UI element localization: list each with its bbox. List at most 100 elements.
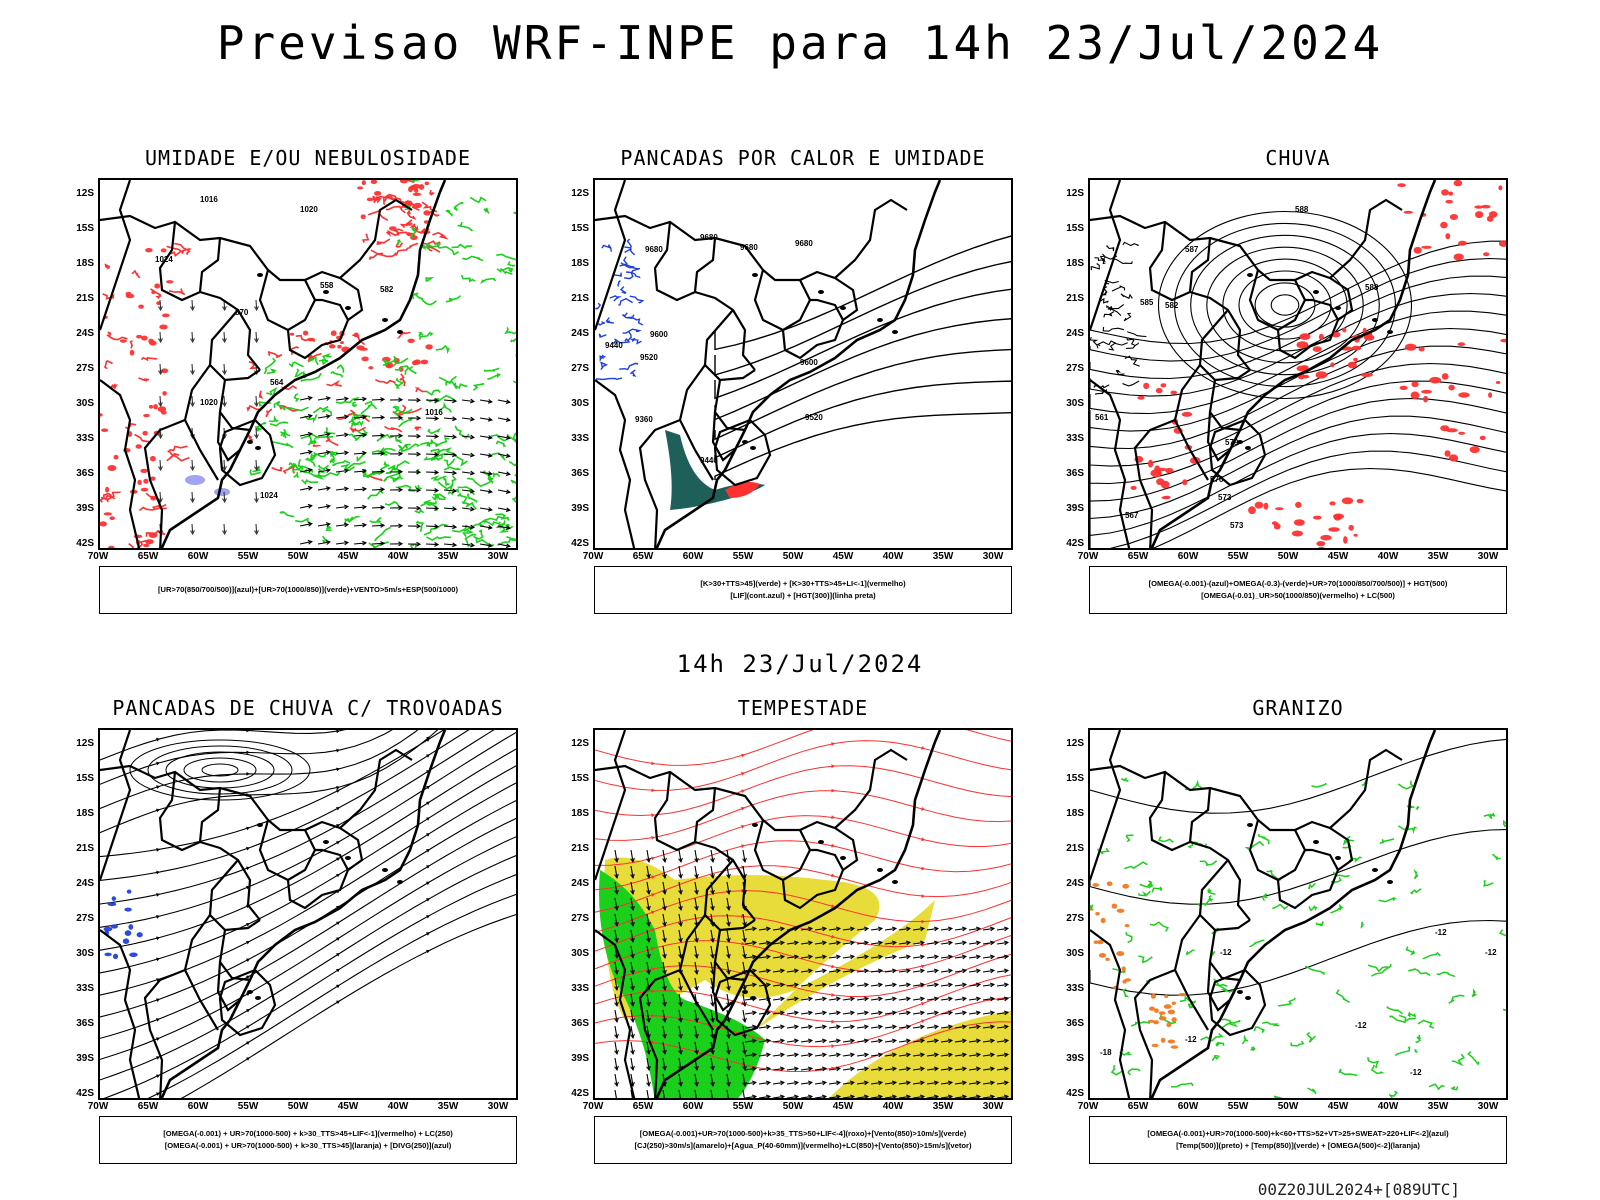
lon-tick-label: 50W: [782, 1101, 804, 1112]
lat-tick-label: 42S: [1066, 538, 1084, 549]
lat-tick-label: 18S: [571, 808, 589, 819]
lon-tick-label: 55W: [1227, 1101, 1249, 1112]
contour-label: 579: [1225, 438, 1239, 447]
contour-label: 582: [1165, 301, 1179, 310]
lon-tick-label: 55W: [732, 1101, 754, 1112]
map-panel: 9680 9680 9680 9680 9600 9440 9520 9360 9440 9600…: [593, 178, 1013, 550]
lat-tick-label: 15S: [76, 223, 94, 234]
contour-labels: 1016 1020 1024 570 564 558 582 1016 1020 1024: [155, 195, 443, 500]
panel-legend: [OMEGA(-0.001)+UR>70(1000-500)+k<60+TTS>…: [1089, 1116, 1507, 1164]
lon-tick-label: 45W: [337, 1101, 359, 1112]
legend-line: [OMEGA(-0.001) + UR>70(1000-500) + k>30_…: [164, 1141, 452, 1150]
contour-label: 588: [1365, 283, 1379, 292]
lat-tick-label: 42S: [571, 538, 589, 549]
lat-tick-label: 21S: [76, 843, 94, 854]
lon-tick-label: 70W: [87, 551, 109, 562]
lon-tick-label: 60W: [682, 1101, 704, 1112]
red-lc850-streamlines: [595, 730, 1011, 1072]
legend-line: [OMEGA(-0.001)-(azul)+OMEGA(-0.3)-(verde…: [1148, 579, 1448, 588]
lat-tick-label: 30S: [76, 398, 94, 409]
lat-tick-label: 15S: [1066, 223, 1084, 234]
lon-tick-label: 50W: [1277, 551, 1299, 562]
panel-legend: [OMEGA(-0.001)+UR>70(1000-500)+k>35_TTS>…: [594, 1116, 1012, 1164]
contour-label: 1020: [300, 205, 318, 214]
lat-tick-label: 39S: [1066, 503, 1084, 514]
lon-tick-label: 65W: [632, 1101, 654, 1112]
contour-label: 567: [1125, 511, 1139, 520]
panel-title: PANCADAS POR CALOR E UMIDADE: [620, 146, 986, 170]
base-map-outline: [595, 180, 942, 548]
lat-tick-label: 42S: [76, 538, 94, 549]
lat-tick-label: 24S: [1066, 328, 1084, 339]
lat-tick-label: 39S: [571, 1053, 589, 1064]
lat-tick-label: 30S: [76, 948, 94, 959]
lat-tick-label: 33S: [76, 983, 94, 994]
lon-tick-label: 40W: [882, 551, 904, 562]
blue-humidity-area: [185, 475, 205, 485]
lon-tick-label: 65W: [1127, 1101, 1149, 1112]
temp500-contours: [1090, 738, 1506, 996]
lon-tick-label: 65W: [137, 551, 159, 562]
contour-label: 576: [1210, 475, 1224, 484]
lon-tick-label: 50W: [1277, 1101, 1299, 1112]
lat-tick-label: 27S: [76, 913, 94, 924]
contour-label: 1016: [425, 408, 443, 417]
contour-label: 585: [1140, 298, 1154, 307]
lon-tick-label: 40W: [1377, 551, 1399, 562]
lon-tick-label: 65W: [137, 1101, 159, 1112]
lat-tick-label: 12S: [1066, 188, 1084, 199]
lon-tick-label: 65W: [1127, 551, 1149, 562]
lon-tick-label: 55W: [237, 1101, 259, 1112]
lat-tick-label: 36S: [76, 468, 94, 479]
contour-label: -12: [1435, 928, 1447, 937]
lat-tick-label: 39S: [76, 1053, 94, 1064]
yellow-jet-area: [604, 857, 880, 1020]
lat-tick-label: 27S: [571, 363, 589, 374]
wind850-vectors: [744, 926, 1011, 1098]
lon-tick-label: 40W: [882, 1101, 904, 1112]
map-panel: [98, 728, 518, 1100]
lat-tick-label: 18S: [1066, 258, 1084, 269]
lat-tick-label: 21S: [1066, 293, 1084, 304]
map-panel: [593, 728, 1013, 1100]
lon-tick-label: 35W: [1427, 551, 1449, 562]
lat-tick-label: 24S: [571, 878, 589, 889]
lat-tick-label: 36S: [1066, 1018, 1084, 1029]
contour-label: 558: [320, 281, 334, 290]
lat-tick-label: 36S: [1066, 468, 1084, 479]
lat-tick-label: 39S: [571, 503, 589, 514]
red-moist-areas: [100, 180, 433, 548]
lon-tick-label: 30W: [982, 551, 1004, 562]
contour-label: -12: [1485, 948, 1497, 957]
run-info: 00Z20JUL2024+[089UTC]: [1257, 1180, 1460, 1199]
contour-label: 9520: [805, 413, 823, 422]
contour-label: -12: [1410, 1068, 1422, 1077]
green-wind-area: [599, 870, 765, 1098]
lon-tick-label: 40W: [1377, 1101, 1399, 1112]
lon-tick-label: 35W: [1427, 1101, 1449, 1112]
legend-line: [OMEGA(-0.01)_UR>50(1000/850)(vermelho) …: [1201, 591, 1395, 600]
lat-tick-label: 18S: [76, 258, 94, 269]
lat-tick-label: 27S: [1066, 363, 1084, 374]
yellow-jet-south: [829, 1010, 1011, 1098]
lon-tick-label: 50W: [287, 1101, 309, 1112]
contour-label: 9680: [740, 243, 758, 252]
lat-tick-label: 33S: [76, 433, 94, 444]
contour-label: 564: [270, 378, 284, 387]
panel-legend: [UR>70(850/700/500)](azul)+[UR>70(1000/8…: [99, 566, 517, 614]
lon-tick-label: 45W: [832, 1101, 854, 1112]
lc250-streamlines: [100, 730, 516, 1098]
legend-line: [CJ(250)>30m/s](amarelo)+[Agua_P(40-60mm…: [634, 1141, 972, 1150]
panel-legend: [OMEGA(-0.001)-(azul)+OMEGA(-0.3)-(verde…: [1089, 566, 1507, 614]
subtitle-date: 14h 23/Jul/2024: [676, 650, 924, 678]
panel-legend: [OMEGA(-0.001) + UR>70(1000-500) + k>30_…: [99, 1116, 517, 1164]
contour-label: 573: [1230, 521, 1244, 530]
lon-tick-label: 60W: [1177, 1101, 1199, 1112]
lat-tick-label: 21S: [76, 293, 94, 304]
lat-tick-label: 27S: [1066, 913, 1084, 924]
lon-tick-label: 70W: [87, 1101, 109, 1112]
base-map-outline: [100, 180, 447, 548]
lat-tick-label: 21S: [571, 293, 589, 304]
main-title: Previsao WRF-INPE para 14h 23/Jul/2024: [216, 16, 1384, 70]
